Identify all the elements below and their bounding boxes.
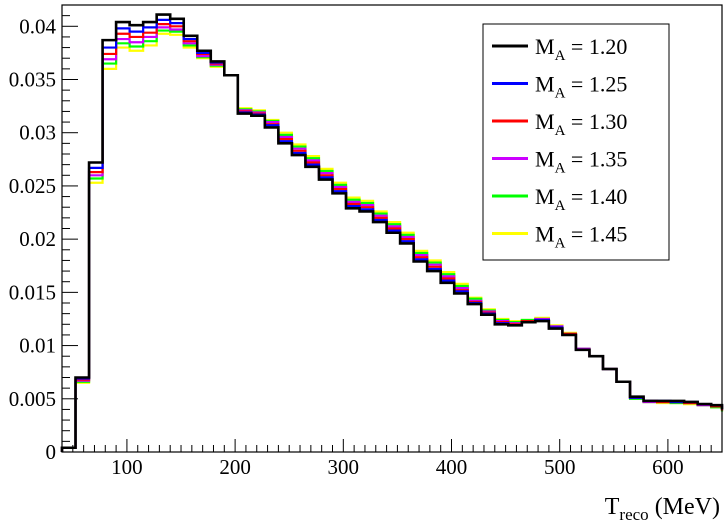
legend-label-5: MA = 1.45 <box>535 222 627 252</box>
y-tick-label: 0.035 <box>9 68 56 92</box>
legend-label-4: MA = 1.40 <box>535 184 627 214</box>
legend: MA = 1.20 MA = 1.25 MA = 1.30 MA = 1.35 MA =… <box>482 23 670 261</box>
legend-label-1: MA = 1.25 <box>535 72 627 102</box>
x-tick-label: 600 <box>652 455 684 479</box>
series-layer <box>60 13 724 452</box>
legend-label-0: MA = 1.20 <box>535 34 627 64</box>
x-axis-title-main: T <box>605 494 620 520</box>
legend-box <box>482 23 670 261</box>
y-tick-label: 0.005 <box>9 387 56 411</box>
y-tick-label: 0.015 <box>9 280 56 304</box>
x-tick-label: 100 <box>111 455 143 479</box>
x-tick-label: 400 <box>436 455 468 479</box>
x-tick-label: 300 <box>328 455 360 479</box>
y-tick-label: 0.03 <box>19 121 56 145</box>
y-tick-label: 0.04 <box>19 14 56 38</box>
y-tick-label: 0.02 <box>19 227 56 251</box>
legend-label-2: MA = 1.30 <box>535 109 627 139</box>
y-axis: 0 0.005 0.01 0.015 0.02 0.025 0.03 0.035 0.04 <box>9 4 78 464</box>
x-axis-title-subscript: reco <box>619 505 648 523</box>
x-axis-title-unit: (MeV) <box>649 494 720 520</box>
y-tick-label: 0.01 <box>19 334 56 358</box>
x-axis: 100 200 300 400 500 600 <box>61 439 723 479</box>
y-tick-label: 0 <box>46 440 57 464</box>
x-tick-label: 500 <box>544 455 576 479</box>
series-line-0 <box>60 13 724 452</box>
x-tick-label: 200 <box>219 455 251 479</box>
x-axis-title: Treco (MeV) <box>605 494 720 523</box>
y-tick-label: 0.025 <box>9 174 56 198</box>
legend-label-3: MA = 1.35 <box>535 147 627 177</box>
